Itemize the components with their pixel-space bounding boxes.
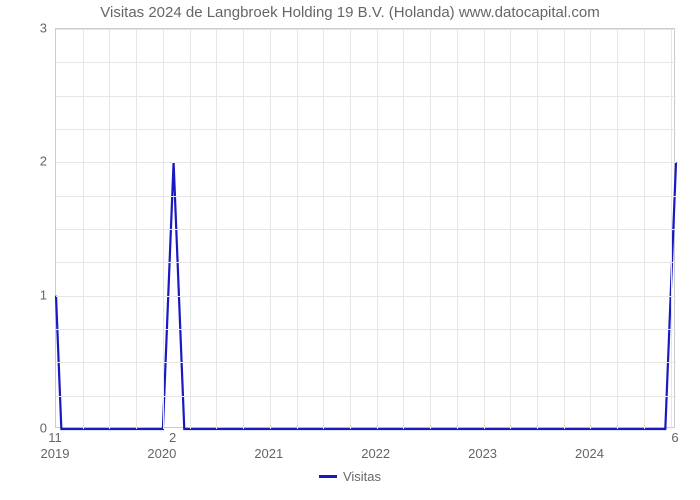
grid-line-h-minor (56, 229, 676, 230)
grid-line-h-minor (56, 262, 676, 263)
grid-line-h (56, 296, 676, 297)
chart-title: Visitas 2024 de Langbroek Holding 19 B.V… (0, 4, 700, 21)
x-axis-tick: 2020 (147, 446, 176, 461)
y-axis-tick: 0 (7, 421, 47, 436)
legend: Visitas (0, 468, 700, 484)
legend-swatch (319, 475, 337, 478)
plot-area (55, 28, 675, 428)
grid-line-h (56, 162, 676, 163)
grid-line-h (56, 29, 676, 30)
legend-label: Visitas (343, 469, 381, 484)
grid-line-h-minor (56, 96, 676, 97)
chart-container: Visitas 2024 de Langbroek Holding 19 B.V… (0, 0, 700, 500)
x-axis-tick: 2024 (575, 446, 604, 461)
annotation-label: 2 (169, 430, 176, 445)
y-axis-tick: 1 (7, 287, 47, 302)
x-axis-tick: 2019 (41, 446, 70, 461)
grid-line-h-minor (56, 129, 676, 130)
x-axis-tick: 2021 (254, 446, 283, 461)
x-axis-tick: 2022 (361, 446, 390, 461)
grid-line-h-minor (56, 362, 676, 363)
grid-line-h-minor (56, 396, 676, 397)
grid-line-h-minor (56, 329, 676, 330)
y-axis-tick: 3 (7, 21, 47, 36)
annotation-label: 11 (48, 430, 62, 445)
grid-line-h-minor (56, 62, 676, 63)
annotation-label: 6 (671, 430, 678, 445)
y-axis-tick: 2 (7, 154, 47, 169)
x-axis-tick: 2023 (468, 446, 497, 461)
grid-line-h-minor (56, 196, 676, 197)
